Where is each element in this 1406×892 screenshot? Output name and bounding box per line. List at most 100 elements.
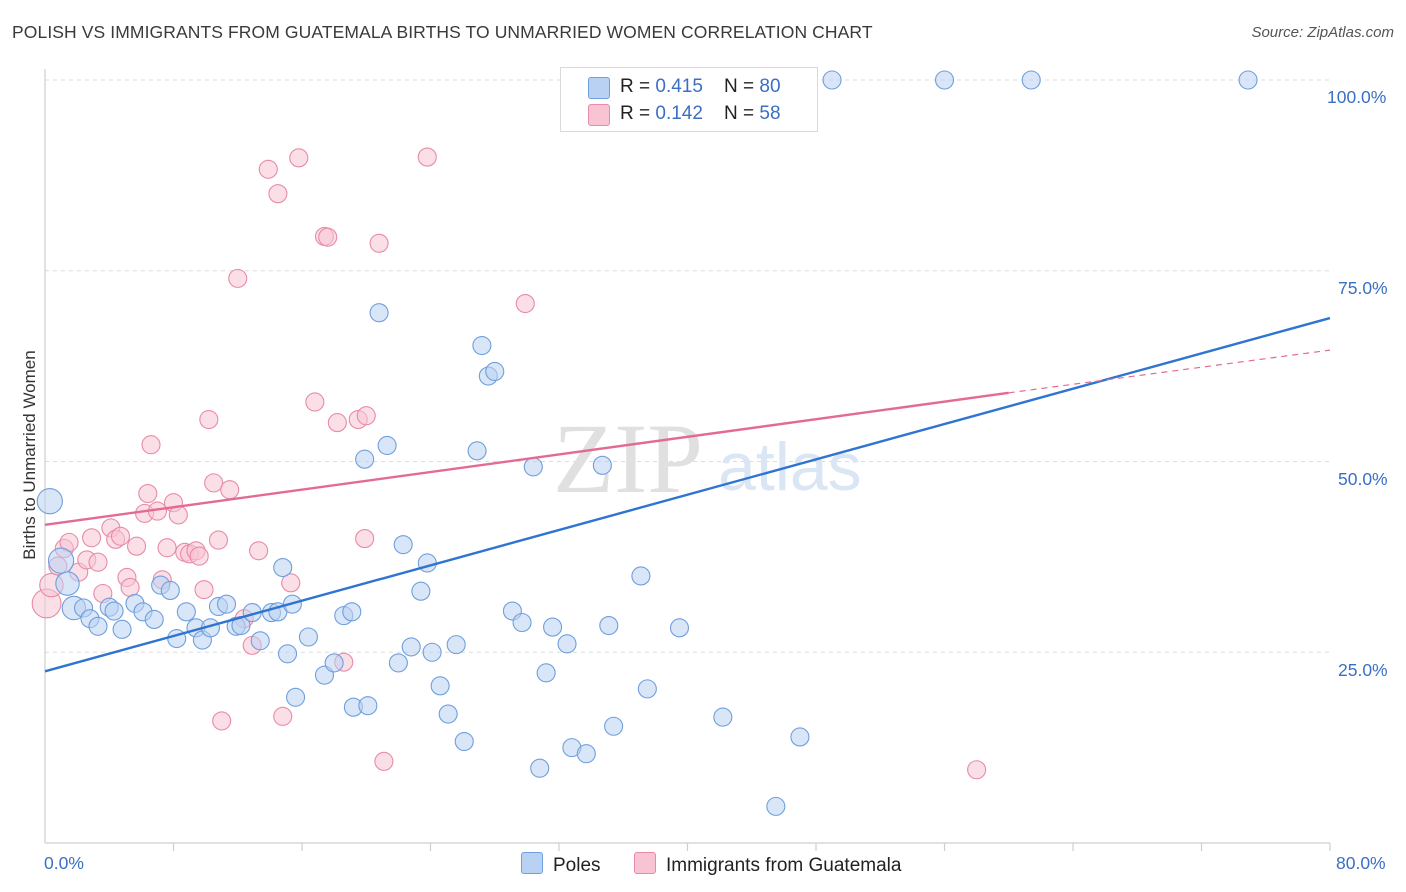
guatemala-r-value: 0.142 <box>655 103 703 124</box>
poles-point <box>446 635 466 655</box>
guatemala-point <box>199 409 219 430</box>
guatemala-point <box>141 435 161 455</box>
guatemala-point <box>88 552 108 572</box>
poles-point <box>377 435 397 456</box>
bottom-legend-poles: Poles <box>521 852 601 877</box>
poles-point <box>592 455 612 475</box>
poles-point <box>576 744 596 764</box>
guatemala-point <box>212 711 232 731</box>
poles-r-value: 0.415 <box>655 76 703 97</box>
chart-source: Source: ZipAtlas.com <box>1251 24 1394 41</box>
poles-point <box>273 558 293 578</box>
poles-point <box>530 758 550 778</box>
guatemala-point <box>515 294 535 314</box>
guatemala-point <box>189 546 209 566</box>
guatemala-trendline <box>44 391 1009 527</box>
bottom-guatemala-label: Immigrants from Guatemala <box>666 855 902 876</box>
poles-n-label: N = <box>724 76 760 97</box>
poles-point <box>454 731 474 752</box>
watermark-zip: ZIP <box>553 403 703 514</box>
guatemala-point <box>228 268 248 288</box>
poles-point <box>36 488 63 515</box>
y-tick-50: 50.0% <box>1338 469 1388 489</box>
poles-trendline <box>44 316 1331 673</box>
poles-point <box>523 457 543 477</box>
poles-point <box>47 547 75 574</box>
y-tick-75: 75.0% <box>1338 278 1388 298</box>
poles-point <box>438 704 458 724</box>
poles-point <box>401 637 421 657</box>
poles-point <box>277 644 298 664</box>
poles-point <box>176 602 196 622</box>
bottom-poles-swatch <box>521 852 543 874</box>
guatemala-point <box>220 480 240 500</box>
guatemala-point <box>327 413 347 433</box>
poles-point <box>104 601 124 621</box>
x-tick-max: 80.0% <box>1336 853 1386 873</box>
guatemala-point <box>289 148 309 168</box>
y-tick-100: 100.0% <box>1327 87 1387 107</box>
guatemala-point <box>249 541 269 561</box>
poles-point <box>822 70 842 90</box>
poles-point <box>467 441 487 461</box>
stats-legend: R = 0.415 N = 80 R = 0.142 N = 58 <box>560 67 818 132</box>
bottom-guatemala-swatch <box>634 852 656 874</box>
poles-point <box>160 580 180 600</box>
guatemala-r-label: R = <box>620 103 656 124</box>
x-tick-min: 0.0% <box>44 853 84 873</box>
poles-point <box>766 796 786 816</box>
poles-point <box>88 616 108 636</box>
poles-point <box>934 70 955 90</box>
guatemala-point <box>417 147 437 167</box>
poles-point <box>388 653 408 673</box>
poles-point <box>355 449 375 469</box>
guatemala-point <box>208 530 229 550</box>
guatemala-n-label: N = <box>724 103 760 124</box>
poles-point <box>286 687 306 707</box>
guatemala-point <box>204 473 224 493</box>
poles-point <box>298 627 318 647</box>
guatemala-point <box>374 751 394 771</box>
poles-point <box>369 303 389 323</box>
poles-point <box>512 612 532 633</box>
poles-point <box>790 727 810 747</box>
chart-title: POLISH VS IMMIGRANTS FROM GUATEMALA BIRT… <box>12 22 873 42</box>
poles-point <box>393 535 413 555</box>
guatemala-point <box>356 406 376 426</box>
guatemala-point <box>120 577 140 597</box>
poles-point <box>713 707 733 727</box>
poles-point <box>637 679 657 699</box>
poles-point <box>430 676 450 696</box>
guatemala-point <box>369 233 389 253</box>
poles-point <box>669 618 690 638</box>
poles-point <box>55 571 80 596</box>
axes <box>44 69 1330 844</box>
guatemala-point <box>138 483 158 504</box>
poles-point <box>112 619 132 639</box>
poles-point <box>411 581 431 601</box>
poles-point <box>250 631 270 651</box>
poles-point <box>604 716 624 736</box>
bottom-legend-guatemala: Immigrants from Guatemala <box>634 852 901 877</box>
guatemala-point <box>281 573 301 593</box>
guatemala-point <box>82 528 102 548</box>
guatemala-point <box>268 184 288 204</box>
guatemala-point <box>355 529 375 549</box>
poles-point <box>1238 70 1258 90</box>
poles-point <box>631 566 651 586</box>
poles-point <box>422 642 442 662</box>
guatemala-point <box>967 760 987 780</box>
guatemala-swatch <box>588 104 610 126</box>
guatemala-point <box>258 159 278 179</box>
guatemala-trendline-extension <box>1008 349 1331 394</box>
guatemala-point <box>273 706 293 726</box>
poles-point <box>324 653 344 673</box>
poles-point <box>417 553 437 573</box>
guatemala-point <box>318 227 338 247</box>
poles-point <box>543 617 563 637</box>
poles-point <box>144 609 164 629</box>
guatemala-point <box>110 526 131 546</box>
poles-point <box>1021 70 1041 90</box>
guatemala-n-value: 58 <box>759 103 781 124</box>
